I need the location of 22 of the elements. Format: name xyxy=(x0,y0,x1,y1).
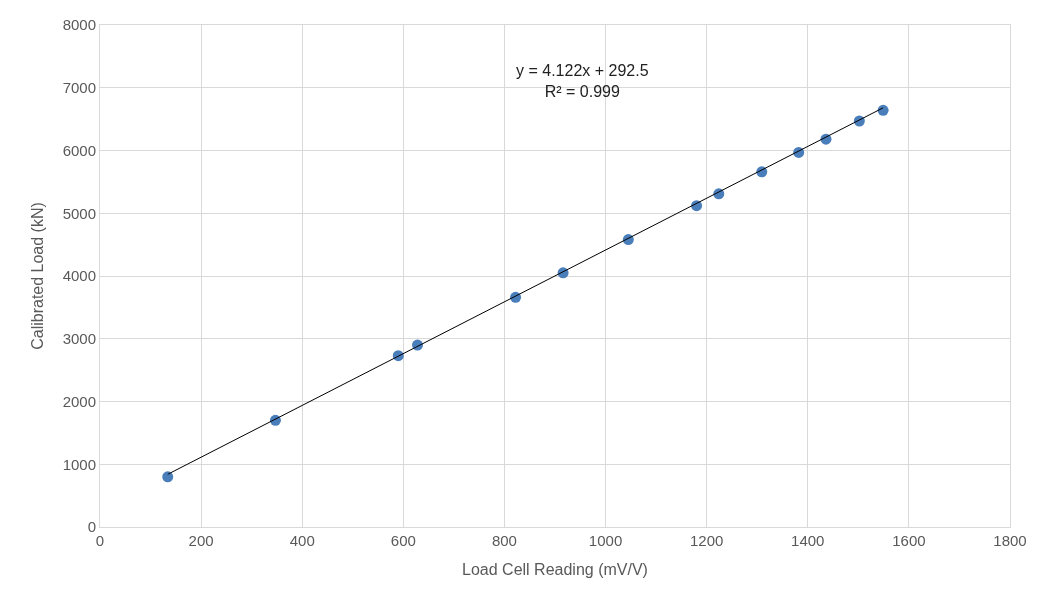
y-axis-title: Calibrated Load (kN) xyxy=(28,202,46,350)
y-tick-label: 7000 xyxy=(62,79,96,96)
y-tick-label: 8000 xyxy=(62,16,96,34)
y-tick-label: 2000 xyxy=(62,392,96,410)
y-tick-label: 5000 xyxy=(62,204,96,222)
x-tick-label: 1200 xyxy=(689,532,724,549)
y-tick-label: 6000 xyxy=(62,141,96,159)
x-tick-label: 800 xyxy=(491,532,517,549)
x-tick-label: 1000 xyxy=(588,532,623,549)
y-tick-label: 0 xyxy=(87,518,96,536)
x-tick-label: 1400 xyxy=(791,532,825,549)
y-tick-label: 4000 xyxy=(62,267,96,285)
x-tick-label: 200 xyxy=(188,532,214,549)
point xyxy=(162,471,174,483)
y-tick-label: 1000 xyxy=(62,455,96,473)
annotation: y = 4.122x + 292.5 R² = 0.999 xyxy=(516,62,649,100)
y-tick-label: 3000 xyxy=(62,330,96,347)
x-tick-label: 600 xyxy=(390,532,416,549)
x-tick-label: 1800 xyxy=(993,532,1027,549)
x-tick-label: 400 xyxy=(289,532,315,549)
x-axis-title: Load Cell Reading (mV/V) xyxy=(462,560,648,578)
x-tick-label: 1600 xyxy=(892,532,926,549)
